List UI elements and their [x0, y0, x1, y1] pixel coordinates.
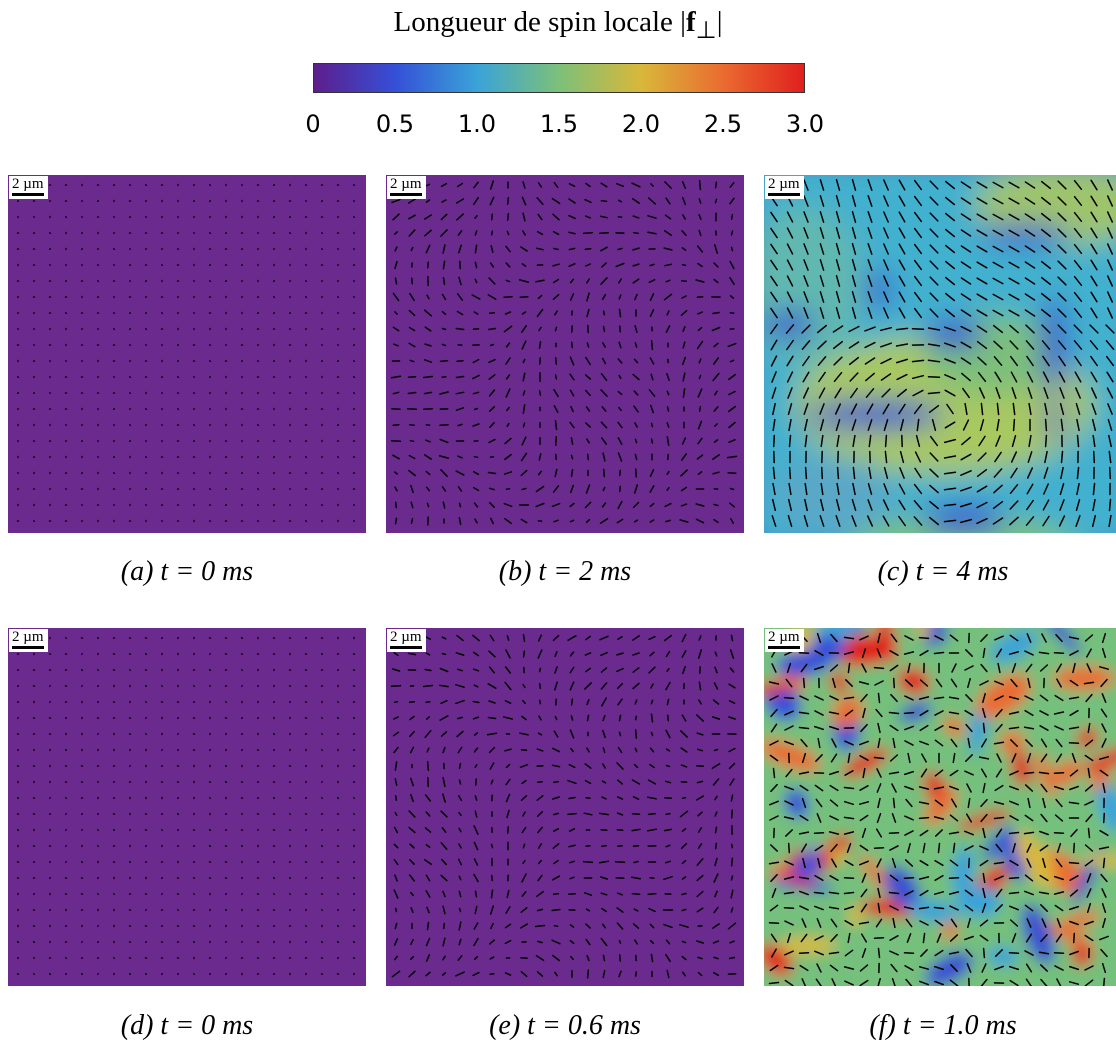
caption-b: (b) t = 2 ms — [498, 556, 632, 587]
panel-a-field — [8, 175, 366, 533]
panel-c: 2 µm — [764, 175, 1116, 533]
caption-e: (e) t = 0.6 ms — [489, 1010, 641, 1041]
colorbar-tick-label: 0.5 — [375, 110, 415, 138]
colorbar — [313, 63, 805, 93]
panel-e: 2 µm — [386, 628, 744, 986]
panel-c-field — [764, 175, 1116, 533]
colorbar-tick-label: 1.5 — [539, 110, 579, 138]
panel-a: 2 µm — [8, 175, 366, 533]
panel-f: 2 µm — [764, 628, 1116, 986]
scale-bar: 2 µm — [387, 176, 426, 199]
scale-bar: 2 µm — [765, 629, 804, 652]
caption-a: (a) t = 0 ms — [120, 556, 254, 587]
colorbar-tick-label: 1.0 — [457, 110, 497, 138]
scale-bar: 2 µm — [387, 629, 426, 652]
scale-bar: 2 µm — [9, 629, 48, 652]
panel-b: 2 µm — [386, 175, 744, 533]
caption-c: (c) t = 4 ms — [877, 556, 1009, 587]
scale-bar: 2 µm — [9, 176, 48, 199]
colorbar-tick-label: 2.0 — [621, 110, 661, 138]
colorbar-tick-label: 0 — [305, 110, 321, 138]
panel-d: 2 µm — [8, 628, 366, 986]
caption-d: (d) t = 0 ms — [120, 1010, 254, 1041]
colorbar-title: Longueur de spin locale |f⊥| — [393, 6, 723, 44]
panel-b-field — [386, 175, 744, 533]
caption-f: (f) t = 1.0 ms — [869, 1010, 1017, 1041]
panel-f-field — [764, 628, 1116, 986]
colorbar-tick-label: 3.0 — [785, 110, 825, 138]
panel-d-field — [8, 628, 366, 986]
panel-e-field — [386, 628, 744, 986]
scale-bar: 2 µm — [765, 176, 804, 199]
colorbar-tick-label: 2.5 — [703, 110, 743, 138]
